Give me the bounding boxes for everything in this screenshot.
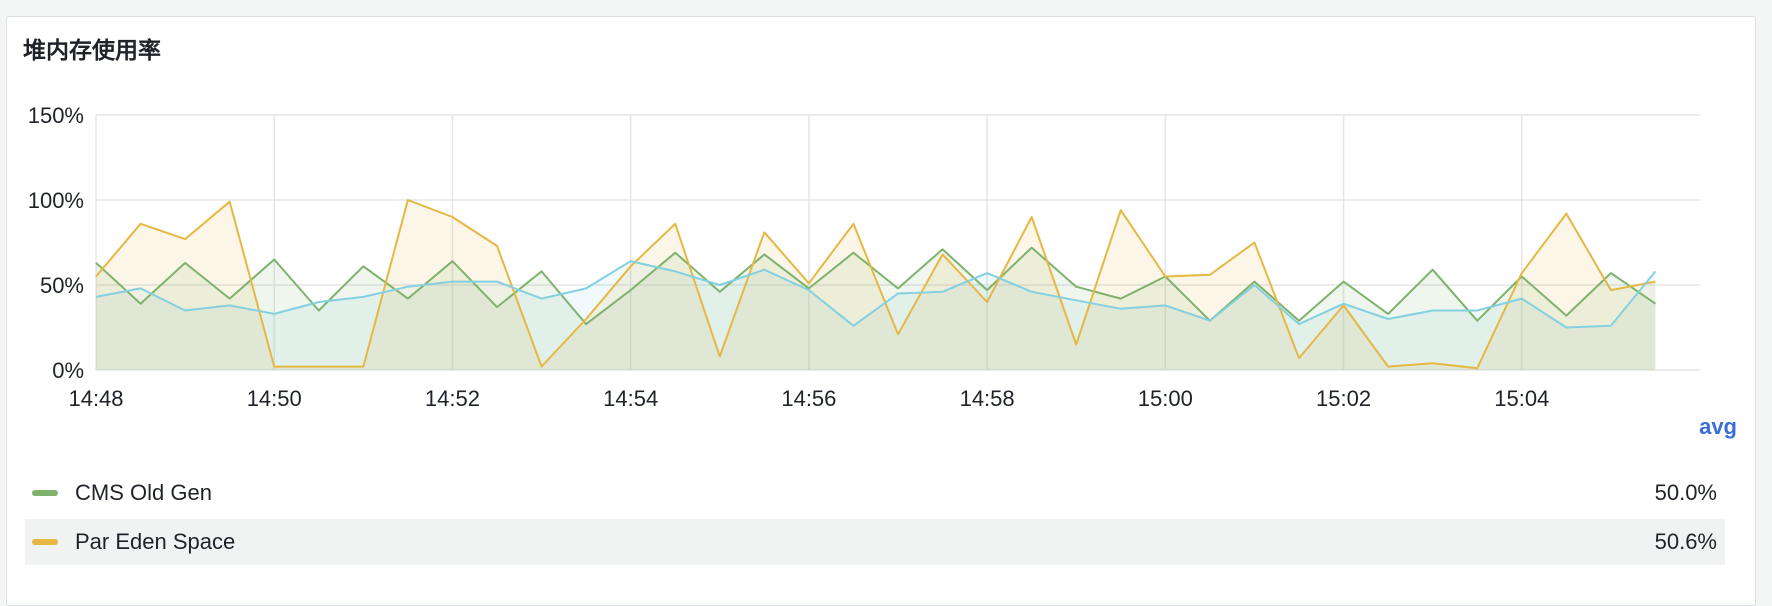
legend-item-par-eden-space[interactable]: Par Eden Space 50.6% — [25, 519, 1725, 565]
series-lines — [95, 199, 1657, 370]
x-tick-label: 14:54 — [603, 386, 658, 411]
x-tick-label: 15:00 — [1138, 386, 1193, 411]
x-tick-label: 14:50 — [247, 386, 302, 411]
x-tick-label: 15:02 — [1316, 386, 1371, 411]
series-area-1 — [96, 200, 1656, 370]
series-line-0[interactable] — [95, 246, 1657, 326]
y-tick-label: 0% — [52, 358, 84, 383]
panel-title: 堆内存使用率 — [23, 38, 161, 64]
y-tick-label: 50% — [40, 273, 84, 298]
x-axis: 14:48 14:50 14:52 14:54 14:56 14:58 15:00 15:02… — [68, 386, 1549, 411]
x-tick-label: 14:52 — [425, 386, 480, 411]
legend-item-label: Par Eden Space — [75, 529, 236, 554]
legend-item-cms-old-gen[interactable]: CMS Old Gen 50.0% — [25, 470, 1725, 516]
legend-item-label: CMS Old Gen — [75, 480, 212, 505]
x-tick-label: 15:04 — [1494, 386, 1549, 411]
x-tick-label: 14:48 — [68, 386, 123, 411]
legend-swatch — [32, 490, 58, 496]
heap-usage-chart[interactable]: 0%50%100%150% 14:48 14:50 14:52 14:54 14:56 1… — [0, 0, 1772, 590]
legend-avg-header[interactable]: avg — [1699, 414, 1737, 439]
legend-item-avg: 50.0% — [1654, 480, 1717, 505]
y-tick-label: 150% — [28, 103, 84, 128]
series-area-2 — [96, 261, 1656, 370]
y-axis: 0% 50% 100% 150% — [28, 103, 84, 383]
chart-grid — [95, 114, 1700, 371]
series-line-2[interactable] — [95, 260, 1657, 329]
legend-swatch — [32, 539, 58, 545]
x-tick-label: 14:56 — [781, 386, 836, 411]
y-tick-label: 100% — [28, 188, 84, 213]
legend-item-avg: 50.6% — [1654, 529, 1717, 554]
x-tick-label: 14:58 — [960, 386, 1015, 411]
series-line-1[interactable] — [95, 199, 1656, 370]
